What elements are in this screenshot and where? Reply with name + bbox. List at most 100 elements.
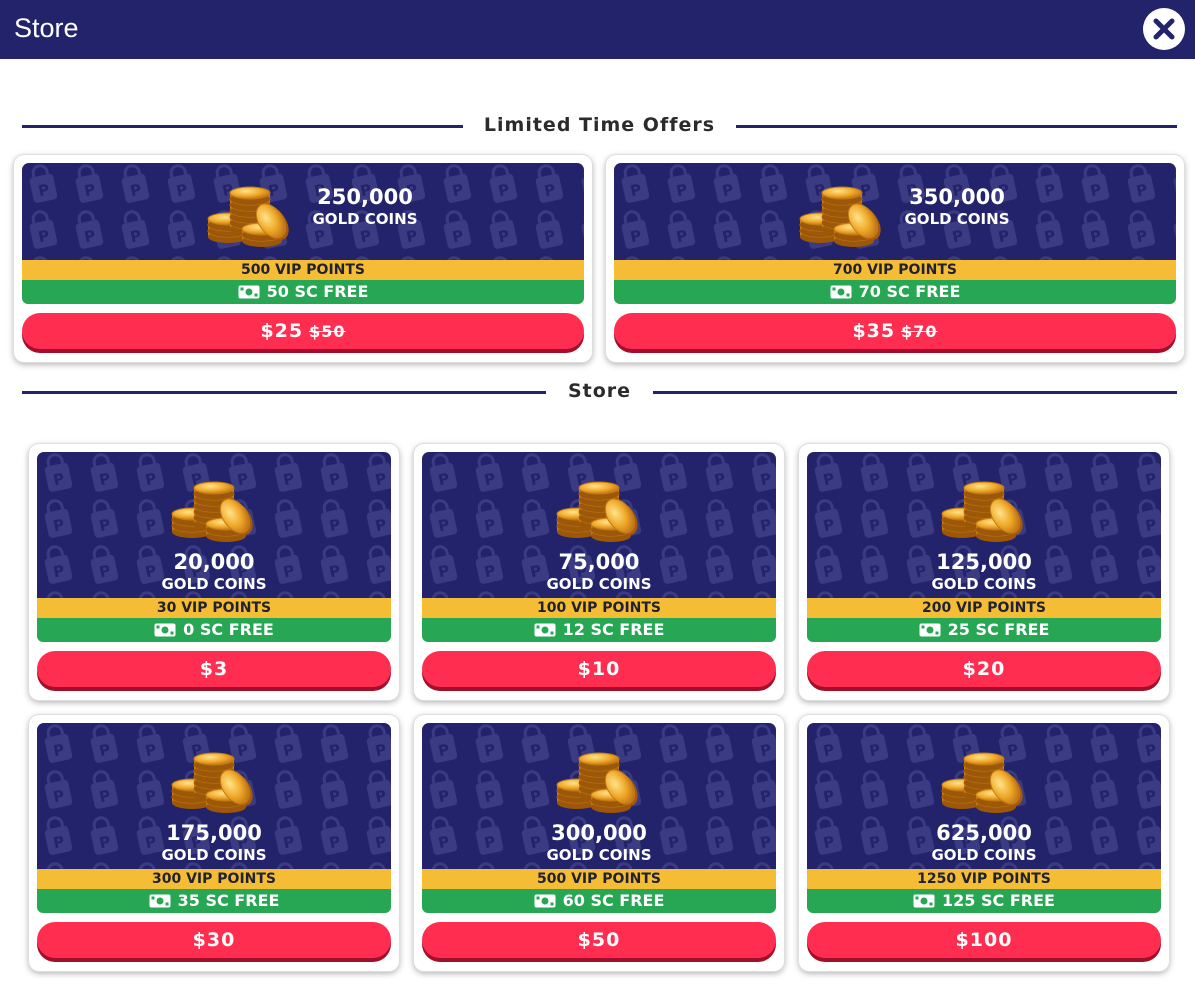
coin-amount: 125,000 [936, 550, 1032, 574]
sweeps-coins-bonus: 60 SC FREE [422, 889, 776, 913]
divider [653, 391, 1177, 394]
gold-coins-icon [796, 177, 888, 254]
page-title: Store [14, 13, 79, 43]
offer-banner: 250,000 GOLD COINS [22, 163, 584, 260]
coin-amount: 75,000 [558, 550, 640, 574]
vip-points: 500 VIP POINTS [22, 260, 584, 280]
buy-button[interactable]: $100 [807, 922, 1161, 958]
coin-amount: 300,000 [551, 821, 647, 845]
offer-banner: 350,000 GOLD COINS [614, 163, 1176, 260]
sweeps-coins-bonus: 125 SC FREE [807, 889, 1161, 913]
price: $20 [962, 658, 1006, 680]
offer-banner: 20,000 GOLD COINS [37, 452, 391, 598]
limited-offer-card[interactable]: 250,000 GOLD COINS 500 VIP POINTS 50 SC FRE… [14, 155, 592, 362]
sweeps-coins-bonus: 0 SC FREE [37, 618, 391, 642]
sc-bonus-text: 50 SC FREE [266, 282, 369, 301]
gold-coins-icon [938, 472, 1030, 549]
limited-offer-card[interactable]: 350,000 GOLD COINS 700 VIP POINTS 70 SC FRE… [606, 155, 1184, 362]
offer-banner: 75,000 GOLD COINS [422, 452, 776, 598]
coin-unit-label: GOLD COINS [312, 210, 418, 228]
cash-bill-icon [534, 891, 563, 910]
vip-points: 700 VIP POINTS [614, 260, 1176, 280]
sweeps-coins-bonus: 35 SC FREE [37, 889, 391, 913]
sweeps-coins-bonus: 25 SC FREE [807, 618, 1161, 642]
sc-bonus-text: 60 SC FREE [562, 891, 665, 910]
coin-amount: 350,000 [909, 185, 1005, 209]
store-item-card[interactable]: 175,000 GOLD COINS 300 VIP POINTS 35 SC FRE… [29, 715, 399, 971]
buy-button[interactable]: $3 [37, 651, 391, 687]
vip-points: 300 VIP POINTS [37, 869, 391, 889]
coin-amount: 250,000 [317, 185, 413, 209]
vip-points: 30 VIP POINTS [37, 598, 391, 618]
sweeps-coins-bonus: 50 SC FREE [22, 280, 584, 304]
price: $35 [852, 320, 896, 342]
coin-unit-label: GOLD COINS [931, 575, 1037, 593]
section-title: Store [567, 380, 632, 402]
gold-coins-icon [938, 743, 1030, 820]
close-icon [1153, 18, 1175, 40]
store-item-card[interactable]: 300,000 GOLD COINS 500 VIP POINTS 60 SC FRE… [414, 715, 784, 971]
gold-coins-icon [204, 177, 296, 254]
sweeps-coins-bonus: 12 SC FREE [422, 618, 776, 642]
gold-coins-icon [168, 743, 260, 820]
price: $50 [577, 929, 621, 951]
price: $25 [260, 320, 304, 342]
section-title: Limited Time Offers [483, 114, 716, 136]
close-button[interactable] [1143, 8, 1185, 50]
buy-button[interactable]: $30 [37, 922, 391, 958]
original-price: $70 [901, 322, 938, 341]
sc-bonus-text: 35 SC FREE [177, 891, 280, 910]
buy-button[interactable]: $35 $70 [614, 313, 1176, 349]
price: $30 [192, 929, 236, 951]
cash-bill-icon [149, 891, 178, 910]
store-item-card[interactable]: 75,000 GOLD COINS 100 VIP POINTS 12 SC FREE… [414, 444, 784, 700]
buy-button[interactable]: $50 [422, 922, 776, 958]
price: $100 [955, 929, 1013, 951]
offer-banner: 125,000 GOLD COINS [807, 452, 1161, 598]
bag-pattern-background [22, 163, 584, 260]
store-item-card[interactable]: 625,000 GOLD COINS 1250 VIP POINTS 125 SC F… [799, 715, 1169, 971]
sc-bonus-text: 12 SC FREE [562, 620, 665, 639]
vip-points: 500 VIP POINTS [422, 869, 776, 889]
offer-banner: 300,000 GOLD COINS [422, 723, 776, 869]
sc-bonus-text: 70 SC FREE [858, 282, 961, 301]
sc-bonus-text: 125 SC FREE [942, 891, 1055, 910]
vip-points: 200 VIP POINTS [807, 598, 1161, 618]
bag-pattern-background [614, 163, 1176, 260]
coin-amount: 175,000 [166, 821, 262, 845]
sweeps-coins-bonus: 70 SC FREE [614, 280, 1176, 304]
section-limited-offers: Limited Time Offers [22, 114, 1177, 138]
buy-button[interactable]: $25 $50 [22, 313, 584, 349]
price: $3 [199, 658, 229, 680]
gold-coins-icon [168, 472, 260, 549]
buy-button[interactable]: $10 [422, 651, 776, 687]
offer-banner: 175,000 GOLD COINS [37, 723, 391, 869]
divider [22, 391, 546, 394]
section-store: Store [22, 380, 1177, 404]
coin-unit-label: GOLD COINS [546, 846, 652, 864]
sc-bonus-text: 25 SC FREE [947, 620, 1050, 639]
sc-bonus-text: 0 SC FREE [183, 620, 274, 639]
original-price: $50 [309, 322, 346, 341]
cash-bill-icon [154, 620, 183, 639]
coin-unit-label: GOLD COINS [161, 575, 267, 593]
coin-amount: 20,000 [173, 550, 255, 574]
vip-points: 1250 VIP POINTS [807, 869, 1161, 889]
store-header: Store [0, 0, 1195, 59]
coin-amount: 625,000 [936, 821, 1032, 845]
coin-unit-label: GOLD COINS [931, 846, 1037, 864]
price: $10 [577, 658, 621, 680]
gold-coins-icon [553, 743, 645, 820]
offer-banner: 625,000 GOLD COINS [807, 723, 1161, 869]
cash-bill-icon [919, 620, 948, 639]
buy-button[interactable]: $20 [807, 651, 1161, 687]
cash-bill-icon [913, 891, 942, 910]
vip-points: 100 VIP POINTS [422, 598, 776, 618]
cash-bill-icon [830, 282, 859, 301]
gold-coins-icon [553, 472, 645, 549]
cash-bill-icon [238, 282, 267, 301]
coin-unit-label: GOLD COINS [161, 846, 267, 864]
store-item-card[interactable]: 20,000 GOLD COINS 30 VIP POINTS 0 SC FREE $3 [29, 444, 399, 700]
cash-bill-icon [534, 620, 563, 639]
store-item-card[interactable]: 125,000 GOLD COINS 200 VIP POINTS 25 SC FRE… [799, 444, 1169, 700]
